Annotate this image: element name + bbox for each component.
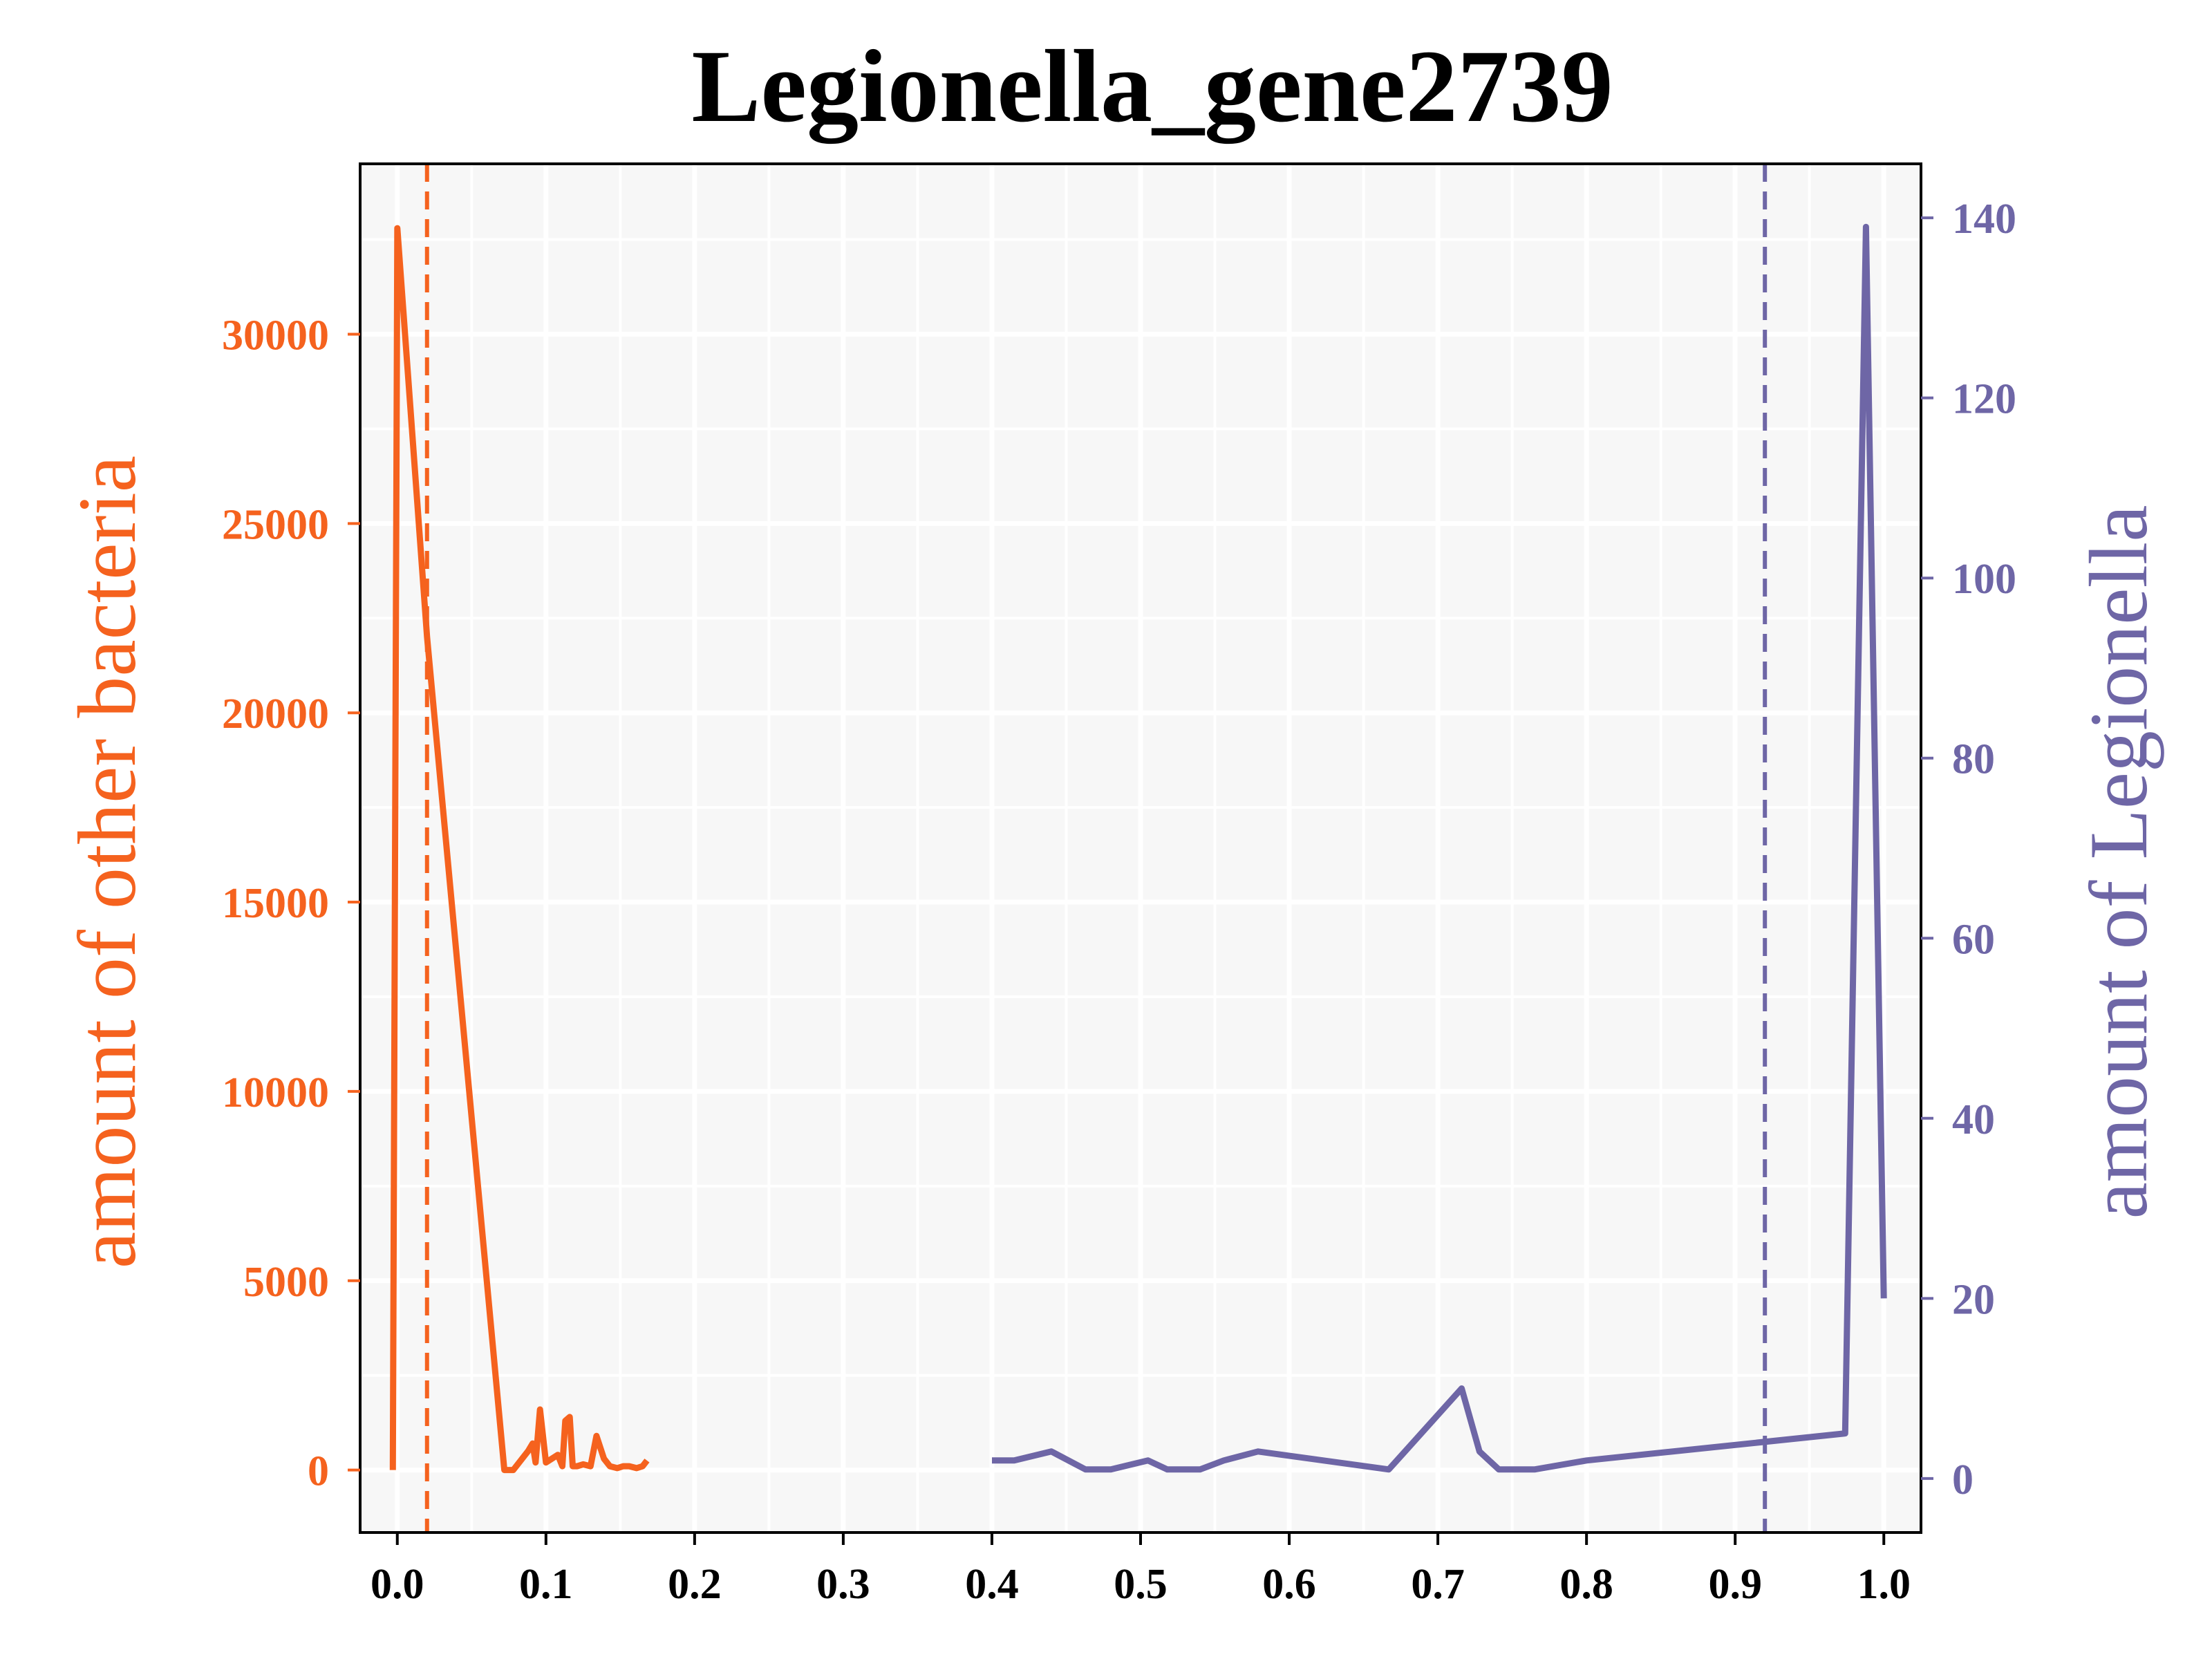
threshold-lines — [424, 164, 1768, 1533]
series-lines — [389, 223, 1887, 1474]
y-left-tick-label: 5000 — [243, 1259, 329, 1306]
x-tick-label: 0.0 — [371, 1561, 424, 1608]
grid-lines — [360, 164, 1921, 1533]
x-tick-label: 0.6 — [1262, 1561, 1316, 1608]
y-left-tick-label: 0 — [308, 1448, 329, 1495]
y-right-tick-label: 60 — [1952, 916, 1995, 963]
y-left-tick-label: 20000 — [222, 691, 329, 738]
y-left-tick-label: 15000 — [222, 880, 329, 927]
y-axis-right-label: amount of Legionella — [2072, 505, 2164, 1219]
series-line-left — [389, 225, 650, 1474]
y-right-tick-label: 80 — [1952, 736, 1995, 783]
y-right-tick-label: 40 — [1952, 1096, 1995, 1143]
x-tick-label: 0.5 — [1114, 1561, 1168, 1608]
y-left-tick-label: 10000 — [222, 1069, 329, 1116]
x-tick-label: 0.8 — [1559, 1561, 1613, 1608]
y-right-tick-label: 100 — [1952, 556, 2016, 603]
y-right-tick-label: 120 — [1952, 376, 2016, 423]
x-tick-label: 0.9 — [1708, 1561, 1762, 1608]
x-tick-label: 0.1 — [519, 1561, 573, 1608]
y-left-tick-label: 30000 — [222, 312, 329, 359]
x-tick-label: 0.3 — [816, 1561, 870, 1608]
x-tick-label: 0.2 — [668, 1561, 722, 1608]
chart-title: Legionella_gene2739 — [691, 29, 1613, 144]
y-left-tick-label: 25000 — [222, 501, 329, 548]
y-right-tick-label: 20 — [1952, 1276, 1995, 1323]
x-tick-label: 1.0 — [1857, 1561, 1911, 1608]
y-right-tick-label: 0 — [1952, 1456, 1974, 1503]
x-tick-label: 0.7 — [1411, 1561, 1465, 1608]
series-line-right — [992, 223, 1887, 1473]
y-right-tick-label: 140 — [1952, 196, 2016, 243]
x-tick-label: 0.4 — [965, 1561, 1019, 1608]
tick-labels: 0.0 0.1 0.2 0.3 0.4 0.5 0.6 0.7 0.8 0.9 1.0 0 5000 10… — [222, 196, 2016, 1608]
y-axis-left-label: amount of other bacteria — [61, 456, 153, 1268]
